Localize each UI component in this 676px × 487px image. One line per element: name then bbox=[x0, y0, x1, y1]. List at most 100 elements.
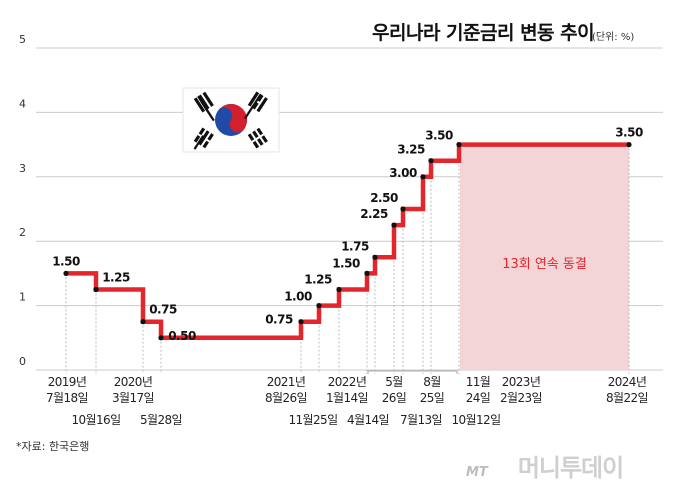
x-date-label: 4월14일 bbox=[347, 413, 389, 427]
data-point bbox=[364, 270, 370, 276]
x-date-label-line: 11월25일 bbox=[288, 413, 337, 427]
trigram-bar bbox=[257, 138, 264, 146]
x-date-label-line: 8월22일 bbox=[606, 391, 648, 405]
data-label: 2.50 bbox=[370, 191, 398, 205]
x-date-label-line: 4월14일 bbox=[347, 413, 389, 427]
data-point bbox=[316, 303, 322, 309]
data-label: 3.25 bbox=[397, 143, 425, 157]
x-date-label: 8월 25일 bbox=[420, 375, 445, 405]
trigram-bar bbox=[256, 97, 268, 113]
chart-title: 우리나라 기준금리 변동 추이 bbox=[372, 22, 595, 44]
trigram-bar bbox=[198, 127, 206, 136]
x-date-label: 2019년 7월18일 bbox=[46, 375, 88, 405]
trigram-bar bbox=[252, 140, 260, 149]
x-date-label-line: 3월17일 bbox=[112, 391, 154, 405]
x-date-label: 11월25일 bbox=[288, 413, 337, 427]
data-label: 0.50 bbox=[168, 329, 196, 343]
data-label: 1.50 bbox=[332, 256, 360, 270]
y-tick-label: 2 bbox=[19, 226, 26, 239]
trigram bbox=[244, 91, 268, 120]
y-tick-label: 0 bbox=[19, 355, 26, 368]
y-tick-label: 4 bbox=[19, 97, 26, 110]
data-label: 1.75 bbox=[341, 239, 369, 253]
x-date-label-line: 10월12일 bbox=[451, 413, 500, 427]
trigram-bar bbox=[202, 140, 209, 149]
x-date-label-line: 2019년 bbox=[48, 375, 87, 389]
data-label: 1.25 bbox=[102, 271, 130, 285]
data-point bbox=[298, 319, 304, 325]
trigram bbox=[193, 91, 215, 122]
data-point bbox=[420, 174, 426, 180]
data-label: 3.00 bbox=[389, 166, 417, 180]
data-point bbox=[93, 286, 99, 293]
data-point bbox=[158, 335, 164, 341]
data-point bbox=[428, 158, 434, 164]
cluster-bracket bbox=[367, 370, 458, 374]
x-date-label: 2024년 8월22일 bbox=[606, 375, 648, 405]
watermark-kr: 머니투데이 bbox=[517, 454, 624, 482]
x-date-label-line: 5월 bbox=[385, 375, 402, 389]
y-tick-label: 1 bbox=[19, 291, 26, 304]
x-date-label: 2020년 3월17일 bbox=[112, 375, 154, 405]
x-date-label-line: 25일 bbox=[420, 391, 445, 405]
x-date-label-line: 2022년 bbox=[328, 375, 367, 389]
trigram-bar bbox=[204, 106, 215, 122]
trigram-bar bbox=[252, 101, 259, 110]
freeze-annotation: 13회 연속 동결 bbox=[502, 257, 587, 272]
trigram-bar bbox=[256, 127, 263, 136]
source-note: *자료: 한국은행 bbox=[16, 440, 90, 453]
x-date-label: 2022년 1월14일 bbox=[326, 375, 368, 405]
data-point bbox=[400, 206, 406, 212]
x-date-label-line: 2023년 bbox=[502, 375, 541, 389]
x-date-label-line: 7월13일 bbox=[400, 413, 442, 427]
data-label: 3.50 bbox=[425, 129, 453, 143]
x-date-label: 7월13일 bbox=[400, 413, 442, 427]
trigram-bar bbox=[257, 94, 264, 102]
x-date-label-line: 2월23일 bbox=[500, 391, 542, 405]
trigram-bar bbox=[193, 97, 206, 113]
data-point bbox=[336, 286, 342, 293]
trigram-bar bbox=[247, 133, 255, 141]
trigram-bar bbox=[198, 130, 210, 146]
data-label: 1.25 bbox=[304, 273, 332, 287]
data-point bbox=[372, 254, 378, 260]
x-date-label-line: 2024년 bbox=[608, 375, 647, 389]
unit-label: (단위: %) bbox=[592, 32, 635, 43]
trigram-bar bbox=[193, 135, 201, 143]
trigram-bar bbox=[207, 133, 214, 141]
y-tick-label: 3 bbox=[19, 162, 26, 175]
x-date-label-line: 8월26일 bbox=[265, 391, 307, 405]
korean-flag-icon bbox=[182, 87, 280, 153]
data-label: 3.50 bbox=[615, 126, 643, 140]
x-date-label: 2023년 2월23일 bbox=[500, 375, 542, 405]
x-date-label-line: 7월18일 bbox=[46, 391, 88, 405]
taegeuk-red bbox=[217, 104, 247, 133]
x-date-label-line: 1월14일 bbox=[326, 391, 368, 405]
y-tick-label: 5 bbox=[19, 33, 26, 46]
data-label: 0.75 bbox=[265, 313, 293, 327]
trigram-bar bbox=[244, 104, 255, 120]
x-date-label: 5월 26일 bbox=[382, 375, 407, 405]
x-date-label: 10월12일 bbox=[451, 413, 500, 427]
data-point bbox=[456, 142, 462, 148]
data-label: 1.00 bbox=[284, 290, 312, 304]
data-point bbox=[626, 142, 632, 148]
x-date-label-line: 2020년 bbox=[114, 375, 153, 389]
data-label: 0.75 bbox=[149, 303, 177, 317]
data-label: 2.25 bbox=[360, 207, 388, 221]
x-date-label-line: 2021년 bbox=[267, 375, 306, 389]
trigram bbox=[247, 127, 268, 149]
rate-step-line bbox=[66, 142, 629, 341]
x-date-label: 10월16일 bbox=[71, 413, 120, 427]
watermark: MT 머니투데이 bbox=[466, 448, 624, 483]
data-label: 1.50 bbox=[52, 254, 80, 268]
x-date-label: 5월28일 bbox=[140, 413, 182, 427]
data-point bbox=[63, 270, 69, 276]
x-date-label-line: 24일 bbox=[466, 391, 491, 405]
trigram-bar bbox=[247, 91, 260, 107]
x-date-label: 11월 24일 bbox=[466, 375, 491, 405]
trigram-bar bbox=[261, 135, 268, 143]
trigram-bar bbox=[202, 91, 214, 107]
freeze-period-shade bbox=[460, 144, 629, 370]
trigram-bar bbox=[252, 130, 259, 139]
